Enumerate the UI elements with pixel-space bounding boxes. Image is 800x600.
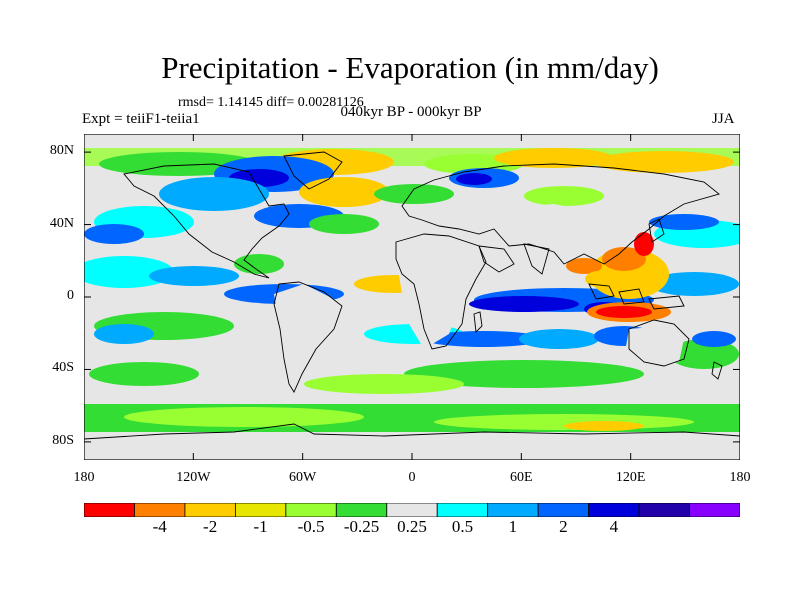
lon-tick-label: 120E	[615, 470, 646, 485]
land-neutral	[394, 229, 484, 349]
field-patch	[566, 258, 602, 274]
colorbar-label: -2	[203, 517, 218, 536]
field-patch	[456, 173, 492, 185]
field-patch	[564, 421, 644, 431]
field-patch	[594, 151, 734, 173]
field-patch	[494, 148, 614, 168]
colorbar-label: 0.5	[451, 517, 474, 536]
field-patch	[634, 232, 654, 256]
colorbar-swatch	[689, 503, 740, 517]
map-ticks	[84, 134, 740, 460]
colorbar-label: -0.5	[297, 517, 325, 536]
field-patch	[84, 256, 174, 288]
land-neutral	[274, 284, 339, 384]
colorbar-swatch	[436, 503, 489, 517]
lat-tick-label: 40N	[49, 215, 74, 231]
coastline	[588, 283, 615, 300]
coastline	[648, 218, 665, 243]
colorbar-swatch	[285, 503, 337, 517]
field-patch	[159, 177, 269, 211]
lon-tick-label: 60E	[510, 470, 533, 485]
pe-map	[84, 134, 740, 460]
colorbar-swatch	[335, 503, 388, 517]
land-neutral	[626, 326, 684, 364]
colorbar-swatch	[537, 503, 590, 517]
coastline	[711, 361, 723, 380]
lat-tick-label: 40S	[52, 360, 74, 376]
field-patch	[519, 329, 599, 349]
coastline	[395, 233, 487, 350]
coastline	[523, 243, 550, 275]
colorbar-label: 2	[559, 517, 568, 536]
lat-tick-label: 80S	[52, 432, 74, 448]
colorbar-swatch	[588, 503, 640, 517]
lon-tick-label: 180	[729, 470, 751, 485]
field-patch	[404, 360, 644, 388]
field-patch	[89, 362, 199, 386]
field-patch	[84, 224, 144, 244]
stats-line: rmsd= 1.14145 diff= 0.00281126	[178, 95, 364, 110]
colorbar-swatch	[386, 503, 438, 517]
coastline	[84, 423, 740, 440]
lon-tick-label: 0	[408, 470, 416, 485]
coastline	[123, 163, 290, 279]
field-patch	[299, 177, 389, 207]
field-anomalies	[84, 148, 740, 460]
colorbar-label: -4	[152, 517, 167, 536]
coastline	[478, 245, 515, 273]
map-title: Precipitation - Evaporation (in mm/day)	[161, 50, 659, 85]
period-label: 040kyr BP - 000kyr BP	[340, 104, 482, 120]
colorbar-label: 4	[609, 517, 619, 536]
field-patch	[434, 414, 694, 430]
lat-tick-label: 80N	[49, 143, 74, 159]
colorbar-label: 0.25	[397, 517, 427, 536]
coastline	[473, 311, 483, 333]
lon-tick-label: 60W	[289, 470, 317, 485]
field-patch	[524, 186, 604, 206]
field-patch	[585, 271, 613, 287]
coastline	[628, 319, 690, 367]
colorbar-label: -1	[253, 517, 268, 536]
season-label: JJA	[712, 111, 735, 127]
colorbar-swatch	[234, 503, 287, 517]
colorbar-swatch	[184, 503, 236, 517]
field-patch	[149, 266, 239, 286]
colorbar-label: -0.25	[343, 517, 380, 536]
experiment-label: Expt = teiiF1-teiia1	[82, 111, 200, 127]
field-patch	[304, 374, 464, 394]
coastlines	[84, 151, 740, 440]
coastline	[401, 163, 720, 265]
coastline	[648, 295, 685, 310]
colorbar	[84, 503, 740, 517]
field-patch	[602, 247, 646, 271]
field-patch	[94, 324, 154, 344]
field-patch	[692, 331, 736, 347]
field-patch	[374, 184, 454, 204]
coastline	[618, 288, 645, 305]
field-patch	[124, 407, 364, 427]
field-patch	[649, 214, 719, 230]
lat-tick-label: 0	[67, 288, 74, 303]
lon-tick-label: 120W	[176, 470, 211, 485]
coastline	[283, 151, 343, 190]
field-patch	[469, 296, 579, 312]
colorbar-swatch	[487, 503, 539, 517]
colorbar-label: 1	[508, 517, 518, 536]
field-patch	[596, 306, 652, 318]
field-patch	[649, 272, 739, 296]
colorbar-swatch	[84, 503, 135, 517]
colorbar-swatch	[134, 503, 186, 517]
lon-tick-label: 180	[73, 470, 95, 485]
colorbar-swatch	[638, 503, 690, 517]
field-patch	[309, 214, 379, 234]
land-neutral	[494, 204, 604, 244]
coastline	[273, 281, 343, 393]
